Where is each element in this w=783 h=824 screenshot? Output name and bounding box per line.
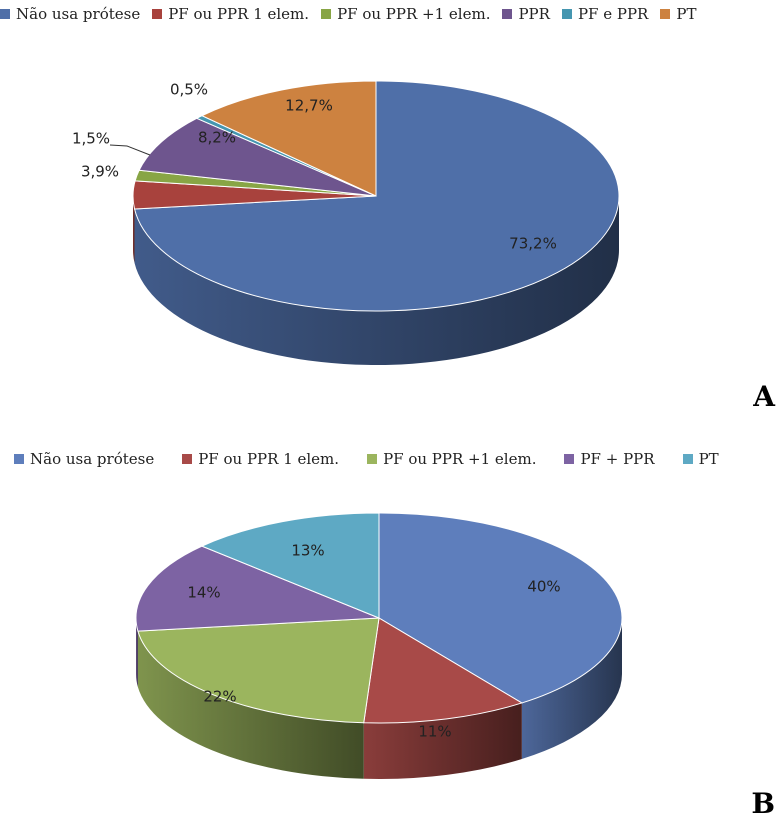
- legend-label: PT: [698, 450, 719, 468]
- pie-slice-0: [133, 80, 620, 312]
- legend-item: PF ou PPR 1 elem.: [152, 5, 309, 23]
- legend-item: PF ou PPR +1 elem.: [321, 5, 490, 23]
- legend-item: PF + PPR: [564, 450, 655, 468]
- legend-item: Não usa prótese: [0, 5, 140, 23]
- legend-swatch: [561, 9, 572, 19]
- pie-slice-0: [378, 512, 623, 704]
- legend-a: Não usa prótese PF ou PPR 1 elem. PF ou PP…: [0, 5, 708, 23]
- panel-label-b: B: [751, 787, 775, 820]
- data-label: 12,7%: [285, 97, 333, 115]
- data-label: 13%: [291, 542, 324, 560]
- pie-slice-side: [521, 618, 622, 759]
- pie-slice-side: [363, 702, 522, 779]
- pie-slice-2: [137, 617, 380, 724]
- data-label: 40%: [527, 578, 560, 596]
- pie-slice-5: [200, 80, 377, 197]
- legend-swatch: [182, 454, 193, 464]
- data-label: 1,5%: [72, 130, 110, 148]
- legend-item: PF e PPR: [561, 5, 649, 23]
- legend-b: Não usa prótese PF ou PPR 1 elem. PF ou PP…: [14, 450, 747, 468]
- legend-swatch: [660, 9, 671, 19]
- data-label: 8,2%: [198, 129, 236, 147]
- legend-label: PT: [676, 5, 697, 23]
- panel-label-a: A: [753, 380, 775, 413]
- pie-chart-b: 40% 11% 22% 14% 13%: [135, 512, 623, 779]
- legend-label: Não usa prótese: [30, 450, 155, 468]
- legend-label: PF ou PPR +1 elem.: [337, 5, 491, 23]
- legend-label: PF ou PPR 1 elem.: [168, 5, 310, 23]
- legend-swatch: [0, 9, 10, 19]
- pie-chart-a: 73,2% 3,9% 1,5% 8,2% 0,5% 12,7%: [72, 80, 620, 366]
- pie-slice-1: [363, 617, 524, 724]
- data-label: 3,9%: [81, 163, 119, 181]
- legend-swatch: [14, 454, 24, 464]
- legend-swatch: [564, 454, 575, 464]
- pie-slice-side: [134, 196, 620, 366]
- data-label: 14%: [187, 584, 220, 602]
- legend-label: PPR: [518, 5, 550, 23]
- legend-swatch: [321, 9, 332, 19]
- pie-slice-3: [138, 117, 377, 197]
- pie-slice-side: [137, 631, 364, 779]
- legend-swatch: [152, 9, 163, 19]
- pie-slice-side: [136, 618, 138, 688]
- legend-swatch: [682, 454, 693, 464]
- legend-label: Não usa prótese: [16, 5, 141, 23]
- pie-slice-side: [133, 196, 135, 263]
- legend-label: PF ou PPR +1 elem.: [383, 450, 537, 468]
- pie-slice-4: [200, 512, 380, 619]
- legend-item: PPR: [502, 5, 550, 23]
- data-label: 0,5%: [170, 81, 208, 99]
- data-label: 22%: [203, 688, 236, 706]
- legend-item: PF ou PPR 1 elem.: [182, 450, 339, 468]
- legend-item: PT: [682, 450, 719, 468]
- legend-label: PF ou PPR 1 elem.: [198, 450, 340, 468]
- data-label: 73,2%: [509, 235, 557, 253]
- legend-swatch: [367, 454, 378, 464]
- leader-line: [109, 144, 151, 156]
- legend-item: PF ou PPR +1 elem.: [367, 450, 536, 468]
- legend-label: PF + PPR: [580, 450, 655, 468]
- pie-slice-3: [135, 545, 380, 632]
- data-label: 11%: [418, 723, 451, 741]
- legend-item: PT: [660, 5, 696, 23]
- legend-swatch: [502, 9, 513, 19]
- legend-label: PF e PPR: [577, 5, 649, 23]
- legend-item: Não usa prótese: [14, 450, 154, 468]
